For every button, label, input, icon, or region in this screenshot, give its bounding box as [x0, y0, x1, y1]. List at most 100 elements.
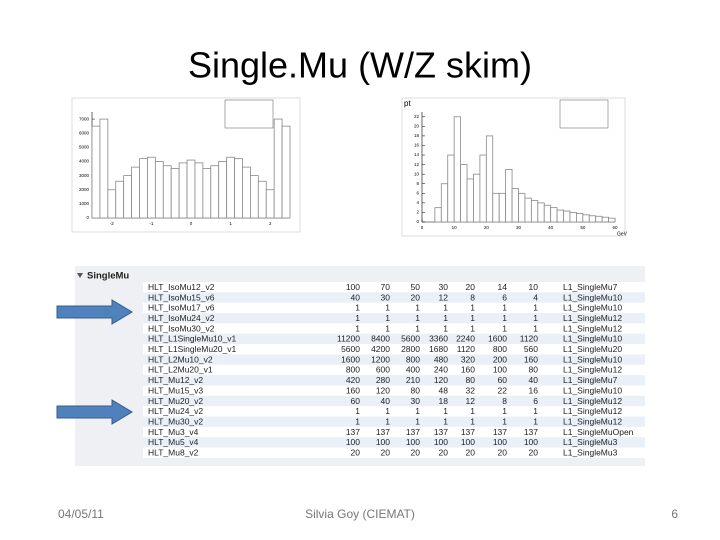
prescale: 6 [502, 292, 507, 302]
prescale: 137 [524, 427, 538, 437]
histogram-bar [550, 207, 558, 223]
y-tick-label: 16 [414, 143, 420, 148]
l1-seed: L1_SingleMu10 [563, 385, 622, 395]
prescale: 1 [533, 303, 538, 313]
x-tick-label: 40 [548, 225, 554, 230]
prescale: 20 [411, 448, 421, 458]
prescale: 137 [346, 427, 360, 437]
histogram-bar [524, 197, 532, 223]
trigger-name: HLT_Mu30_v2 [148, 416, 203, 426]
histogram-bar [162, 165, 172, 219]
y-tick-label: 7000 [79, 116, 90, 121]
prescale: 5600 [401, 334, 420, 344]
x-tick-label: 1 [229, 221, 232, 226]
prescale: 22 [498, 385, 508, 395]
l1-seed: L1_SingleMu12 [563, 313, 622, 323]
trigger-name: HLT_Mu15_v3 [148, 385, 203, 395]
histogram-bar [537, 202, 545, 223]
prescale: 1 [470, 323, 475, 333]
histogram-bar [147, 156, 156, 219]
prescale: 137 [434, 427, 448, 437]
prescale: 6 [533, 396, 538, 406]
histogram-bar [107, 189, 117, 219]
prescale: 5600 [341, 344, 360, 354]
histogram-bar [569, 212, 577, 223]
arrow [56, 399, 133, 425]
prescale: 120 [376, 385, 390, 395]
x-tick-label: 20 [484, 225, 490, 230]
prescale: 210 [406, 375, 420, 385]
trigger-name: HLT_Mu12_v2 [148, 375, 203, 385]
x-tick-label: 50 [580, 225, 586, 230]
prescale: 137 [461, 427, 475, 437]
table-row [143, 323, 645, 334]
y-tick-label: 8 [416, 181, 419, 186]
prescale: 20 [351, 448, 361, 458]
x-tick-label: 2 [269, 221, 272, 226]
histogram-bar [440, 183, 449, 223]
y-tick-label: 22 [414, 114, 420, 119]
l1-seed: L1_SingleMu12 [563, 323, 622, 333]
prescale: 14 [498, 282, 508, 292]
histogram-bar [265, 189, 275, 219]
histogram-bar [186, 159, 196, 219]
prescale: 30 [381, 292, 391, 302]
prescale: 280 [376, 375, 390, 385]
prescale: 60 [351, 396, 361, 406]
histogram-bar [447, 154, 455, 223]
y-tick-label: 6000 [79, 130, 90, 135]
prescale: 1 [443, 406, 448, 416]
histogram-bar [234, 158, 243, 219]
trigger-name: HLT_L1SingleMu20_v1 [148, 344, 236, 354]
prescale: 800 [493, 344, 507, 354]
prescale: 40 [351, 292, 361, 302]
y-tick-label: 0 [416, 219, 419, 224]
y-tick-label: 10 [414, 171, 420, 176]
histogram-bar [154, 161, 164, 219]
group-label: SingleMu [87, 271, 129, 282]
prescale: 70 [381, 282, 391, 292]
prescale: 1 [385, 323, 390, 333]
prescale: 160 [461, 365, 475, 375]
expander [77, 273, 83, 278]
prescale: 1 [502, 406, 507, 416]
x-tick-label: 30 [516, 225, 522, 230]
prescale: 1 [355, 313, 360, 323]
prescale: 20 [529, 448, 539, 458]
prescale: 2800 [401, 344, 420, 354]
histogram-bar [466, 178, 474, 223]
x-tick-label: 60 [612, 225, 618, 230]
l1-seed: L1_SingleMu7 [563, 282, 618, 292]
prescale: 8 [470, 292, 475, 302]
histogram-bar [492, 192, 500, 223]
prescale: 560 [524, 344, 538, 354]
l1-seed: L1_SingleMu3 [563, 437, 618, 447]
prescale: 1 [470, 313, 475, 323]
prescale: 1 [415, 406, 420, 416]
prescale: 1 [385, 303, 390, 313]
histogram-bar [582, 214, 590, 223]
trigger-name: HLT_IsoMu30_v2 [148, 323, 215, 333]
prescale: 1 [355, 323, 360, 333]
prescale: 50 [411, 282, 421, 292]
trigger-name: HLT_L2Mu20_v1 [148, 365, 213, 375]
y-tick-label: 12 [414, 162, 420, 167]
histogram-bar [202, 168, 212, 219]
prescale: 20 [466, 282, 476, 292]
y-tick-label: 2 [416, 210, 419, 215]
prescale: 20 [466, 448, 476, 458]
histogram-bar [123, 175, 133, 219]
table-row [143, 292, 645, 303]
histogram-bar [473, 173, 481, 223]
prescale: 20 [439, 448, 449, 458]
prescale: 1120 [520, 334, 539, 344]
prescale: 1 [470, 406, 475, 416]
trigger-name: HLT_IsoMu24_v2 [148, 313, 215, 323]
prescale: 100 [406, 437, 420, 447]
prescale: 137 [493, 427, 507, 437]
trigger-name: HLT_L1SingleMu10_v1 [148, 334, 236, 344]
prescale: 32 [466, 385, 476, 395]
histogram-bar [249, 175, 259, 219]
prescale: 200 [493, 354, 507, 364]
prescale: 1 [385, 406, 390, 416]
